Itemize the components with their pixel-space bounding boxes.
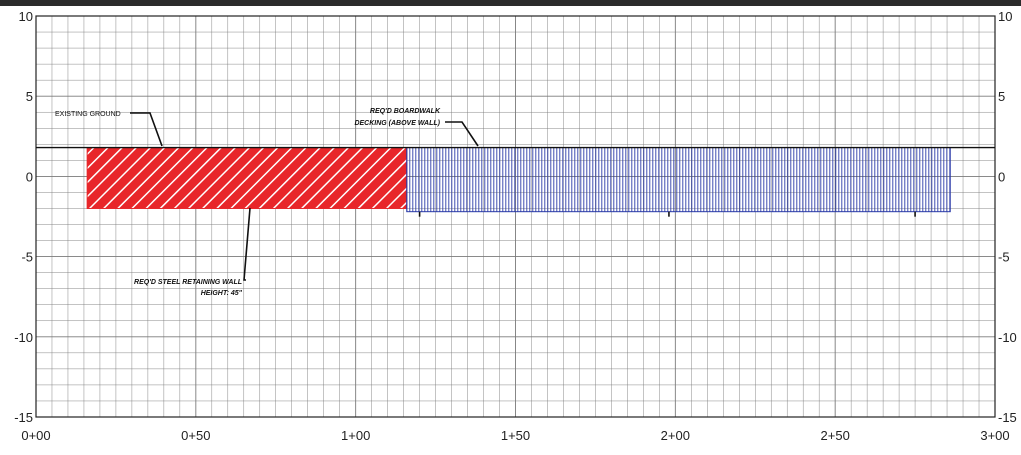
- y-tick-label-right: 10: [998, 9, 1012, 24]
- wall-leader: [243, 207, 251, 281]
- x-axis-labels: 0+00 0+50 1+00 1+50 2+00 2+50 3+00: [21, 428, 1009, 443]
- y-tick-label-right: -15: [998, 410, 1017, 425]
- retaining-wall: [86, 147, 408, 209]
- boardwalk-decking: [406, 147, 951, 213]
- y-tick-label-right: -5: [998, 250, 1010, 265]
- y-tick-label-left: 10: [19, 9, 33, 24]
- existing-ground-leader: [130, 112, 163, 147]
- profile-features: [36, 146, 995, 217]
- x-tick-label: 2+50: [821, 428, 850, 443]
- x-tick-label: 0+00: [21, 428, 50, 443]
- top-bar: [0, 0, 1021, 6]
- y-tick-label-left: -5: [21, 250, 33, 265]
- y-tick-label-right: 0: [998, 169, 1005, 184]
- y-tick-label-right: -10: [998, 330, 1017, 345]
- annotations: EXISTING GROUND REQ'D BOARDWALK DECKING (A…: [55, 108, 479, 297]
- x-tick-label: 1+00: [341, 428, 370, 443]
- y-tick-label-left: -10: [14, 330, 33, 345]
- x-tick-label: 1+50: [501, 428, 530, 443]
- plot-frame: [35, 15, 996, 418]
- y-tick-label-left: 5: [26, 89, 33, 104]
- y-tick-label-right: 5: [998, 89, 1005, 104]
- boardwalk-label-line1: REQ'D BOARDWALK: [370, 108, 441, 115]
- y-axis-right-labels: 10 5 0 -5 -10 -15: [998, 9, 1017, 425]
- x-tick-label: 0+50: [181, 428, 210, 443]
- boardwalk-label-line2: DECKING (ABOVE WALL): [354, 120, 440, 127]
- existing-ground-label: EXISTING GROUND: [55, 111, 121, 118]
- x-tick-label: 3+00: [980, 428, 1009, 443]
- y-axis-left-labels: 10 5 0 -5 -10 -15: [14, 9, 33, 425]
- y-tick-label-left: -15: [14, 410, 33, 425]
- wall-label-line1: REQ'D STEEL RETAINING WALL: [134, 279, 242, 286]
- boardwalk-leader: [445, 121, 479, 147]
- wall-label-line2: HEIGHT: 45": [201, 290, 243, 297]
- x-tick-label: 2+00: [661, 428, 690, 443]
- y-tick-label-left: 0: [26, 169, 33, 184]
